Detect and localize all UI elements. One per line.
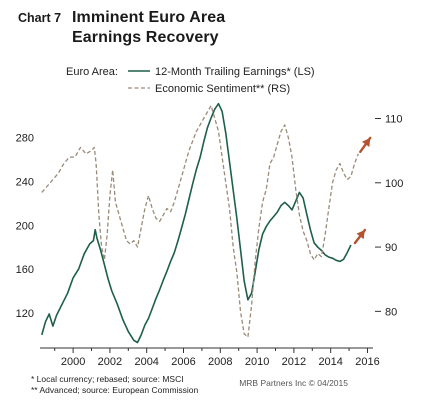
y-right-tick-label: 100 — [385, 178, 403, 190]
arrow-sentiment-up-head — [362, 137, 371, 147]
source-credit: MRB Partners Inc © 04/2015 — [239, 378, 348, 388]
y-left-tick-label: 200 — [16, 220, 34, 232]
x-tick-label: 2012 — [282, 356, 306, 368]
footnote-sentiment: ** Advanced; source: European Commission — [31, 385, 199, 395]
x-tick-label: 2000 — [61, 356, 85, 368]
x-tick-label: 2002 — [98, 356, 122, 368]
x-tick-label: 2016 — [355, 356, 379, 368]
y-right-tick-label: 90 — [385, 242, 397, 254]
arrow-earnings-up — [353, 228, 367, 245]
y-right-tick-label: 110 — [385, 114, 403, 126]
x-tick-label: 2004 — [134, 356, 158, 368]
x-tick-label: 2010 — [245, 356, 269, 368]
chart-number: Chart 7 — [18, 11, 62, 25]
y-left-tick-label: 240 — [16, 176, 34, 188]
footnote-earnings: * Local currency; rebased; source: MSCI — [31, 374, 184, 384]
legend-prefix: Euro Area: — [66, 66, 118, 78]
legend-label-trailing-earnings: 12-Month Trailing Earnings* (LS) — [155, 66, 315, 78]
arrow-sentiment-up — [359, 136, 372, 154]
x-tick-label: 2006 — [171, 356, 195, 368]
legend-label-economic-sentiment: Economic Sentiment** (RS) — [155, 83, 290, 95]
y-right-tick-label: 80 — [385, 306, 397, 318]
arrow-earnings-up-head — [356, 230, 365, 240]
chart-title-line-2: Earnings Recovery — [72, 29, 219, 46]
x-tick-label: 2008 — [208, 356, 232, 368]
series-line-trailing-earnings — [41, 102, 352, 344]
y-left-tick-label: 160 — [16, 264, 34, 276]
x-tick-label: 2014 — [318, 356, 342, 368]
series-line-economic-sentiment — [41, 104, 359, 338]
chart-title-line-1: Imminent Euro Area — [72, 9, 226, 26]
y-left-tick-label: 280 — [16, 133, 34, 145]
y-left-tick-label: 120 — [16, 308, 34, 320]
